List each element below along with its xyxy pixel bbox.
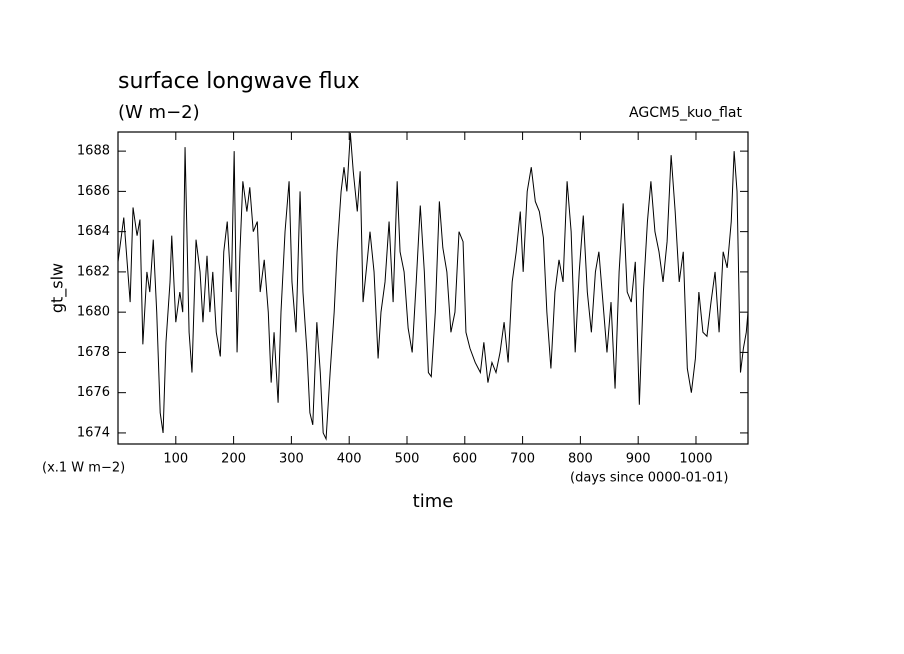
y-tick-label: 1680 [77,305,110,320]
x-tick-label: 100 [163,452,188,467]
y-tick-label: 1674 [77,425,110,440]
x-tick-label: 700 [510,452,535,467]
y-tick-label: 1686 [77,184,110,199]
y-tick-label: 1688 [77,144,110,159]
y-tick-label: 1684 [77,224,110,239]
y-tick-label: 1676 [77,385,110,400]
plot-frame [117,131,749,445]
x-tick-label: 400 [337,452,362,467]
x-tick-label: 900 [626,452,651,467]
y-axis-unit: (x.1 W m−2) [42,461,125,476]
chart-title: surface longwave flux [118,69,360,94]
data-line [117,132,749,441]
y-tick-label: 1682 [77,264,110,279]
x-tick-label: 200 [221,452,246,467]
y-axis-label: gt_slw [48,263,68,313]
x-axis-unit: (days since 0000-01-01) [570,471,728,486]
x-tick-label: 600 [452,452,477,467]
chart-subtitle: (W m−2) [118,102,200,123]
x-tick-label: 800 [568,452,593,467]
y-tick-label: 1678 [77,345,110,360]
x-axis-label: time [413,491,454,512]
x-tick-label: 1000 [679,452,712,467]
x-tick-label: 500 [395,452,420,467]
annotation: AGCM5_kuo_flat [629,105,742,121]
x-tick-label: 300 [279,452,304,467]
